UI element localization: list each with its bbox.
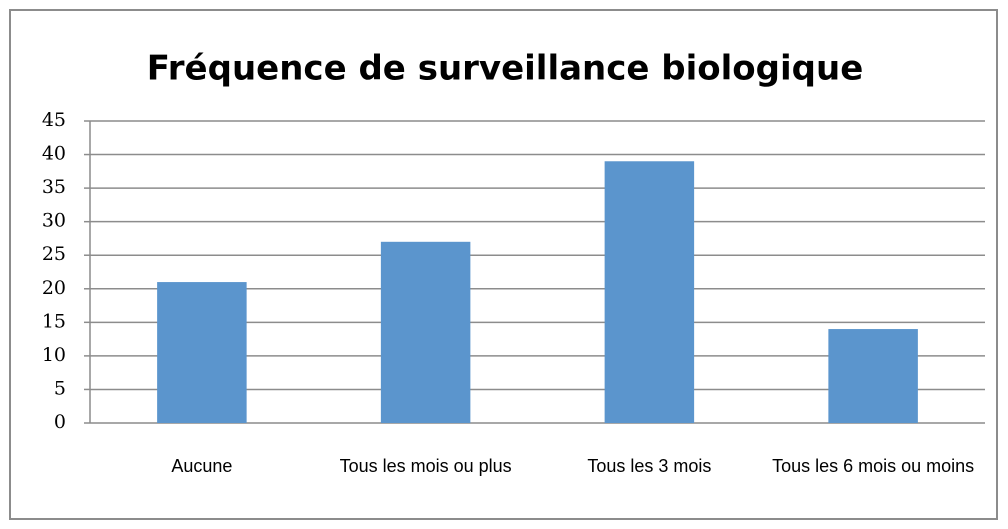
- y-tick-label: 0: [54, 411, 66, 433]
- x-tick-label: Tous les mois ou plus: [339, 456, 512, 476]
- y-tick-label: 25: [42, 243, 66, 265]
- bar: [604, 161, 695, 423]
- y-tick-label: 15: [42, 310, 66, 332]
- y-tick-label: 30: [42, 210, 66, 232]
- chart-title: Fréquence de surveillance biologique: [147, 49, 864, 89]
- bar: [828, 329, 918, 423]
- x-tick-label: Tous les 3 mois: [587, 456, 712, 476]
- chart-border: [9, 9, 998, 520]
- x-tick-label: Tous les 6 mois ou moins: [772, 456, 975, 476]
- y-tick-label: 45: [42, 109, 66, 131]
- bar: [380, 241, 471, 423]
- y-tick-label: 20: [42, 277, 66, 299]
- y-tick-label: 40: [42, 143, 66, 165]
- y-tick-label: 35: [42, 176, 66, 198]
- y-tick-label: 10: [42, 344, 66, 366]
- y-tick-label: 5: [54, 377, 66, 399]
- x-tick-label: Aucune: [171, 456, 233, 476]
- bar: [157, 282, 247, 423]
